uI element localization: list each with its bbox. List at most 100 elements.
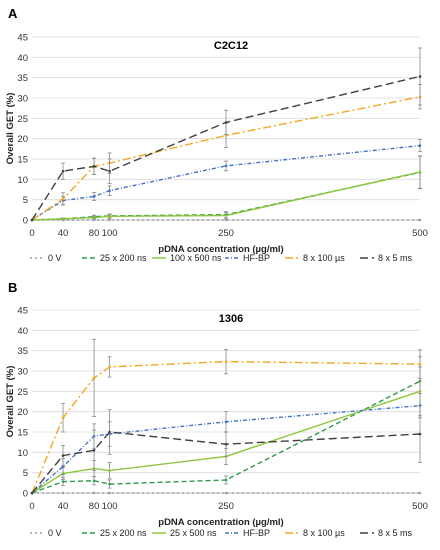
y-tick-label: 25 [17,387,28,398]
series-line [31,75,421,221]
data-point [61,480,65,483]
legend-label: 0 V [48,253,62,263]
data-point [224,420,228,424]
data-point [61,416,65,420]
data-point [418,362,422,366]
series-line [31,171,421,221]
y-tick-label: 15 [17,428,28,439]
data-point [61,197,65,201]
data-point [92,195,96,198]
legend: 0 V 25 x 200 ns 100 x 500 ns HF-BP 8 x 100 µ… [30,253,413,263]
legend-label: HF-BP [243,253,270,263]
data-point [92,376,96,380]
legend-label: 8 x 100 µs [303,528,345,538]
legend-label: 0 V [48,528,62,538]
data-point [92,216,96,219]
y-tick-label: 5 [23,195,28,206]
data-point [108,482,111,486]
y-tick-label: 10 [17,448,28,459]
y-tick-label: 45 [17,33,28,44]
data-point [418,432,422,436]
data-point [61,169,65,173]
legend-label: 100 x 500 ns [170,253,222,263]
data-point [224,164,228,168]
data-point [108,169,111,173]
data-point [224,442,228,446]
x-tick-label: 250 [218,501,234,512]
data-point [108,365,111,369]
data-point [30,491,34,495]
y-tick-label: 0 [23,489,28,500]
data-point [418,144,422,147]
data-point [92,449,96,452]
y-tick-label: 20 [17,407,28,418]
chart-title: 1306 [219,313,243,325]
y-tick-label: 0 [23,216,28,227]
legend-label: 25 x 200 ns [100,528,147,538]
series-line [31,380,421,494]
data-point [418,491,422,495]
data-point [92,491,96,495]
chart-title: C2C12 [214,40,248,52]
y-tick-label: 20 [17,134,28,145]
x-tick-label: 80 [89,501,100,512]
data-point [108,469,111,472]
y-axis-label: Overall GET (%) [5,93,16,165]
y-axis-label: Overall GET (%) [5,366,16,438]
series-line [31,404,421,494]
series-line [31,360,421,494]
data-point [108,189,111,193]
data-point [108,215,111,218]
y-tick-label: 40 [17,326,28,337]
legend-label: 8 x 100 µs [303,253,345,263]
y-tick-label: 35 [17,346,28,357]
y-tick-label: 10 [17,175,28,186]
legend-label: HF-BP [243,528,270,538]
series-3 [30,155,422,222]
data-point [224,214,228,217]
series-line [31,144,421,221]
series-line [31,431,421,494]
data-point [92,218,96,222]
data-point [92,165,96,168]
x-tick-label: 500 [412,501,428,512]
panel-letter: A [8,6,18,21]
data-point [224,478,228,482]
legend-label: 8 x 5 ms [378,253,413,263]
x-tick-label: 40 [58,228,69,239]
chart-panel-B: B 1306 0 5 10 15 20 25 30 35 40 45 0 40 80 100 250 500 pDN… [5,280,428,538]
legend-label: 8 x 5 ms [378,528,413,538]
x-tick-label: 0 [29,501,34,512]
x-tick-label: 500 [412,228,428,239]
x-tick-label: 100 [102,501,118,512]
data-point [108,430,111,434]
legend: 0 V 25 x 200 ns 25 x 500 ns HF-BP 8 x 100 µs… [30,528,413,538]
legend-label: 25 x 500 ns [170,528,217,538]
data-point [224,491,228,495]
data-point [418,218,422,222]
data-point [418,75,422,78]
x-tick-label: 40 [58,501,69,512]
y-tick-label: 30 [17,367,28,378]
series-6 [30,405,422,495]
data-point [418,390,422,393]
x-tick-label: 100 [102,228,118,239]
data-point [61,217,65,221]
series-6 [30,47,422,222]
data-point [224,360,228,363]
y-tick-label: 25 [17,114,28,125]
data-point [30,218,34,222]
series-line [31,390,421,494]
data-point [61,491,65,495]
panel-letter: B [8,280,17,295]
data-point [224,218,228,222]
x-tick-label: 80 [89,228,100,239]
x-tick-label: 0 [29,228,34,239]
data-point [108,491,111,495]
x-axis-label: pDNA concentration (µg/ml) [158,517,283,528]
data-point [61,454,65,457]
x-axis-label: pDNA concentration (µg/ml) [158,244,283,255]
legend-label: 25 x 200 ns [100,253,147,263]
chart-panel-A: A C2C12 0 5 10 15 20 25 30 35 40 45 0 40 80 100 250 500 pD… [5,6,428,263]
